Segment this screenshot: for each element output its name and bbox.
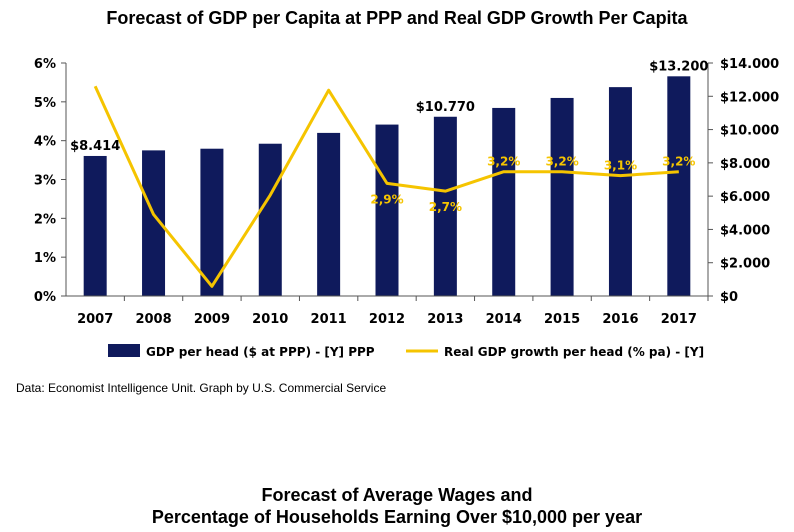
legend-bar-swatch: [108, 344, 140, 357]
left-tick-label: 3%: [34, 174, 56, 189]
x-tick-label: 2015: [544, 312, 580, 327]
x-tick-label: 2008: [135, 312, 171, 327]
right-tick-label: $10.000: [720, 124, 779, 139]
next-section-title-line1: Forecast of Average Wages and: [261, 485, 533, 505]
gdp-data-label: $10.770: [416, 100, 475, 115]
growth-line: [93, 85, 679, 288]
x-tick-label: 2009: [194, 312, 230, 327]
left-tick-label: 2%: [34, 212, 56, 227]
gdp-bar: [667, 76, 691, 296]
x-tick-label: 2017: [661, 312, 697, 327]
gdp-bar: [608, 87, 632, 296]
x-tick-label: 2013: [427, 312, 463, 327]
growth-data-label: 2,9%: [370, 192, 403, 206]
x-tick-label: 2012: [369, 312, 405, 327]
gdp-bar: [200, 148, 224, 296]
gdp-data-label: $8.414: [70, 139, 120, 154]
gdp-bar: [142, 150, 166, 296]
x-tick-label: 2007: [77, 312, 113, 327]
gdp-bar: [492, 107, 516, 296]
right-tick-label: $2.000: [720, 257, 770, 272]
chart-title: Forecast of GDP per Capita at PPP and Re…: [106, 8, 688, 28]
x-tick-label: 2010: [252, 312, 288, 327]
right-tick-label: $12.000: [720, 90, 779, 105]
growth-data-label: 3,2%: [487, 155, 520, 169]
left-tick-label: 4%: [34, 135, 56, 150]
growth-data-label: 3,2%: [545, 155, 578, 169]
left-tick-label: 5%: [34, 96, 56, 111]
right-tick-label: $4.000: [720, 223, 770, 238]
right-tick-label: $0: [720, 290, 738, 305]
growth-data-label: 3,1%: [604, 159, 637, 173]
x-tick-label: 2014: [486, 312, 522, 327]
right-tick-label: $14.000: [720, 57, 779, 72]
right-tick-label: $8.000: [720, 157, 770, 172]
right-tick-label: $6.000: [720, 190, 770, 205]
legend-bar-label: GDP per head ($ at PPP) - [Y] PPP: [146, 345, 375, 359]
gdp-bar: [375, 124, 399, 296]
gdp-bar: [258, 143, 282, 296]
next-section-title-line2: Percentage of Households Earning Over $1…: [151, 507, 643, 527]
left-tick-label: 6%: [34, 57, 56, 72]
gdp-data-label: $13.200: [649, 59, 708, 74]
chart: 0% 1% 2% 3% 4% 5% 6% $0 $2.000 $4.000 $6.000 $8.000…: [34, 57, 779, 359]
gdp-bar: [83, 155, 107, 296]
x-tick-label: 2011: [311, 312, 347, 327]
left-tick-label: 0%: [34, 290, 56, 305]
gdp-bar: [317, 132, 341, 296]
gdp-bar: [433, 116, 457, 296]
source-note: Data: Economist Intelligence Unit. Graph…: [16, 381, 387, 395]
growth-data-label: 3,2%: [662, 155, 695, 169]
left-tick-label: 1%: [34, 251, 56, 266]
gdp-bar: [550, 97, 574, 296]
next-section-title: Forecast of Average Wages and Percentage…: [0, 484, 794, 528]
growth-data-label: 2,7%: [429, 200, 462, 214]
x-tick-label: 2016: [602, 312, 638, 327]
legend-line-label: Real GDP growth per head (% pa) - [Y]: [444, 345, 704, 359]
